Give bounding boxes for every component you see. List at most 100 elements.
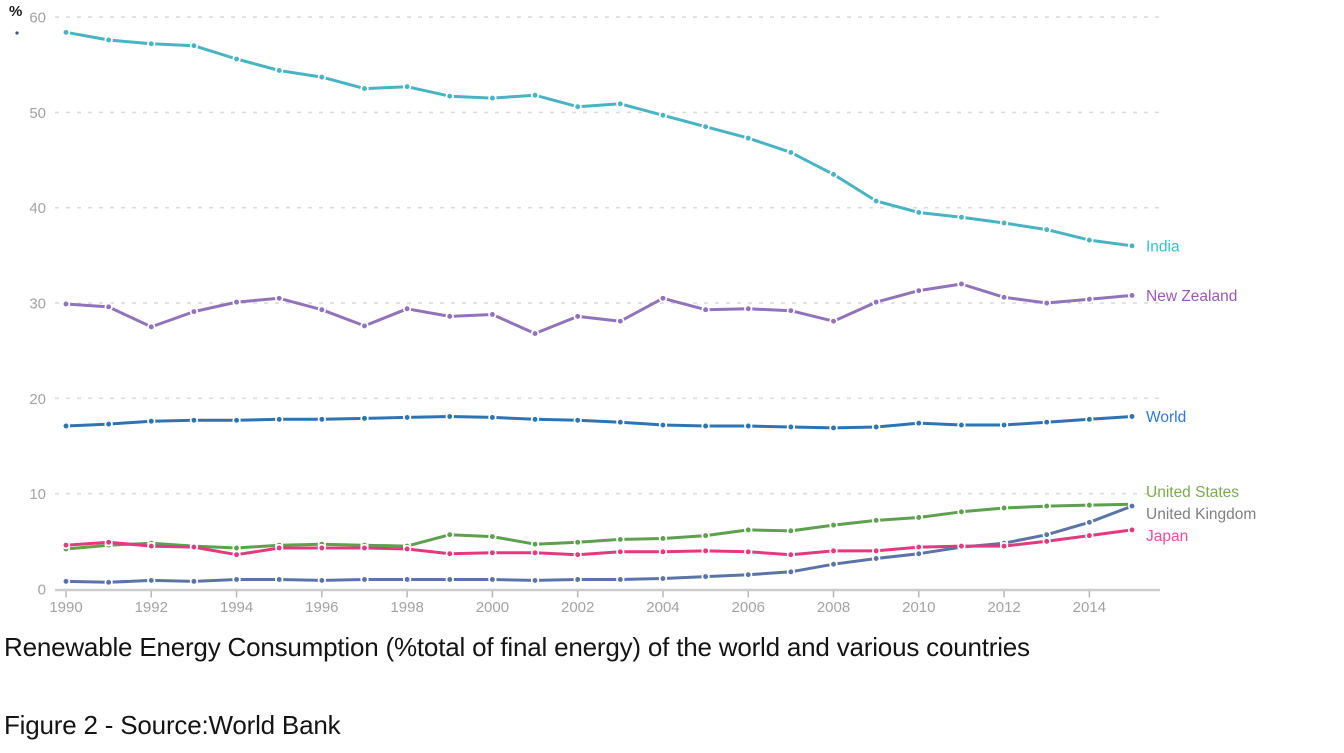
data-point-world-2015	[1127, 412, 1137, 421]
data-point-japan-2012	[999, 541, 1009, 551]
data-point-japan-1992	[147, 541, 156, 551]
data-point-india-2014	[1085, 235, 1094, 245]
data-point-united-states-2013	[1042, 501, 1051, 511]
data-point-united-kingdom-2005	[701, 572, 710, 581]
data-point-new-zealand-2011	[957, 279, 966, 289]
data-point-united-kingdom-2009	[872, 554, 881, 563]
data-point-united-kingdom-2015	[1127, 501, 1137, 511]
data-point-japan-2009	[872, 546, 881, 556]
data-point-world-1991	[104, 419, 113, 429]
data-point-japan-2015	[1127, 525, 1137, 535]
data-point-india-1992	[147, 39, 156, 48]
data-point-india-2008	[829, 170, 838, 179]
data-point-world-2011	[957, 420, 966, 430]
stray-dot	[15, 31, 19, 35]
data-point-japan-2011	[957, 541, 966, 551]
data-point-india-1991	[104, 35, 113, 45]
data-point-japan-1999	[445, 549, 454, 558]
data-point-india-1990	[61, 28, 71, 37]
data-point-new-zealand-1993	[189, 307, 199, 316]
y-tick-label-0: 0	[38, 582, 46, 599]
data-point-world-2004	[658, 420, 668, 430]
data-point-united-kingdom-1998	[402, 575, 412, 584]
x-tick-label-2004: 2004	[646, 599, 679, 616]
x-tick-label-1998: 1998	[390, 599, 423, 616]
data-point-united-kingdom-2006	[744, 570, 753, 579]
data-point-japan-2004	[658, 547, 668, 556]
data-point-world-2012	[999, 420, 1009, 430]
data-point-world-1994	[232, 416, 241, 425]
data-point-united-kingdom-1994	[232, 575, 241, 584]
data-point-united-kingdom-2001	[530, 576, 540, 585]
data-point-japan-1991	[104, 538, 113, 547]
series-line-india	[64, 30, 1134, 248]
data-point-japan-2005	[701, 546, 710, 556]
data-point-world-2001	[530, 415, 540, 424]
data-point-world-2013	[1042, 418, 1051, 427]
x-tick-label-2006: 2006	[732, 599, 765, 616]
series-line-new-zealand	[64, 282, 1134, 335]
data-point-new-zealand-2001	[530, 329, 540, 338]
data-point-world-2005	[701, 421, 710, 431]
x-tick-label-2000: 2000	[476, 599, 509, 616]
x-tick-label-2008: 2008	[817, 599, 850, 616]
data-point-united-states-2011	[957, 507, 966, 516]
data-point-world-1992	[147, 417, 156, 426]
data-point-world-2009	[872, 422, 881, 432]
series-label-world: World	[1146, 409, 1186, 426]
series-label-japan: Japan	[1146, 528, 1188, 545]
data-point-united-states-2003	[616, 535, 625, 544]
data-point-united-states-1999	[445, 530, 454, 539]
data-point-new-zealand-2005	[701, 305, 710, 314]
data-point-india-2012	[999, 218, 1009, 228]
data-point-united-kingdom-1997	[360, 575, 369, 584]
data-point-japan-2003	[616, 547, 625, 556]
data-point-united-kingdom-2002	[573, 575, 582, 584]
data-point-united-kingdom-2013	[1042, 530, 1051, 539]
data-point-united-states-2009	[872, 516, 881, 525]
data-point-japan-2000	[488, 548, 497, 557]
data-point-new-zealand-2015	[1127, 291, 1137, 300]
data-point-world-1999	[445, 412, 454, 421]
data-point-new-zealand-1992	[147, 322, 156, 332]
data-point-united-kingdom-1999	[445, 575, 454, 584]
series-line-japan	[64, 528, 1134, 557]
data-point-united-states-2010	[914, 513, 923, 522]
data-point-india-2005	[701, 122, 710, 131]
x-tick-label-2002: 2002	[561, 599, 594, 616]
data-point-india-2011	[957, 213, 966, 222]
data-point-united-kingdom-2008	[829, 560, 838, 569]
data-point-united-kingdom-2000	[488, 575, 497, 584]
data-point-united-states-2006	[744, 525, 753, 535]
data-point-japan-2014	[1085, 531, 1094, 540]
data-point-united-kingdom-2004	[658, 574, 668, 583]
data-point-world-1996	[317, 415, 326, 424]
data-point-japan-1996	[317, 543, 326, 553]
data-point-japan-2013	[1042, 537, 1051, 546]
data-point-japan-2007	[786, 550, 796, 559]
data-point-japan-2006	[744, 547, 753, 556]
data-point-new-zealand-1997	[360, 321, 369, 331]
data-point-united-kingdom-1992	[147, 576, 156, 585]
data-point-japan-1998	[402, 544, 412, 554]
data-point-india-2013	[1042, 225, 1051, 234]
data-point-united-states-2001	[530, 540, 540, 549]
data-point-world-1995	[275, 415, 284, 424]
data-point-united-kingdom-2014	[1085, 518, 1094, 527]
data-point-new-zealand-1998	[402, 304, 412, 313]
data-point-new-zealand-2003	[616, 317, 625, 326]
x-tick-label-1994: 1994	[220, 599, 253, 616]
series-label-new-zealand: New Zealand	[1146, 288, 1237, 305]
data-point-united-states-2002	[573, 538, 582, 547]
data-point-new-zealand-2007	[786, 306, 796, 315]
data-point-new-zealand-2006	[744, 304, 753, 313]
data-point-united-kingdom-2007	[786, 567, 796, 576]
data-point-india-1997	[360, 84, 369, 93]
data-point-japan-1993	[189, 542, 199, 552]
data-point-new-zealand-2000	[488, 310, 497, 319]
data-point-new-zealand-2004	[658, 294, 668, 303]
data-point-united-kingdom-1993	[189, 577, 199, 586]
data-point-new-zealand-1996	[317, 305, 326, 314]
data-point-united-kingdom-2003	[616, 575, 625, 584]
